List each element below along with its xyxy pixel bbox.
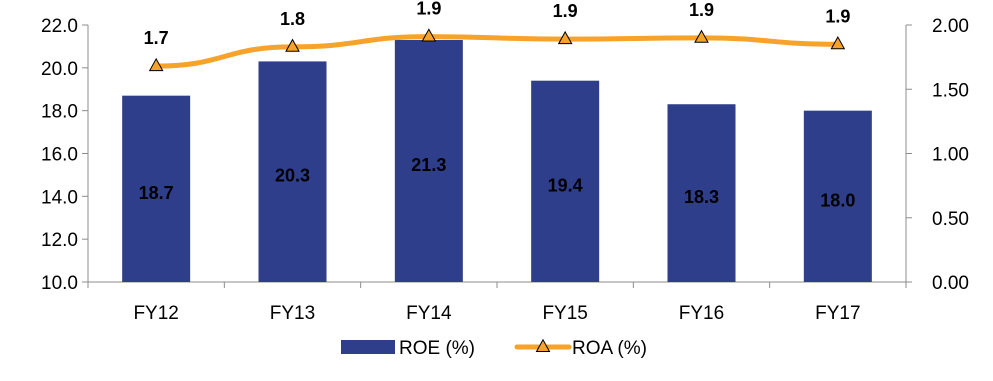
roe-data-label: 21.3 (411, 155, 446, 175)
right-tick-label: 2.00 (932, 16, 969, 37)
roa-data-label: 1.9 (689, 0, 714, 20)
left-tick-label: 16.0 (41, 145, 78, 166)
data-labels: 18.7 20.3 21.3 19.4 18.3 18.0 1.7 1.8 1.9 1.9 1.9 1… (139, 0, 856, 210)
left-tick-label: 18.0 (41, 102, 78, 123)
legend: ROE (%) ROA (%) (341, 338, 647, 359)
legend-marker-roa (535, 338, 551, 352)
legend-label-roa: ROA (%) (572, 338, 647, 359)
roe-data-label: 18.7 (139, 183, 174, 203)
roa-data-label: 1.8 (280, 9, 305, 29)
legend-label-roe: ROE (%) (399, 338, 475, 359)
left-tick-label: 12.0 (41, 230, 78, 251)
roa-marker (694, 29, 709, 43)
roe-bar (122, 95, 191, 282)
roe-data-label: 19.4 (548, 175, 583, 195)
left-tick-label: 14.0 (41, 187, 78, 208)
roe-data-label: 18.0 (820, 190, 855, 210)
right-tick-label: 1.50 (932, 80, 969, 101)
x-tick-label: FY16 (679, 303, 724, 324)
right-tick-label: 1.00 (932, 145, 969, 166)
left-tick-label: 20.0 (41, 59, 78, 80)
roe-bar (531, 80, 600, 282)
roa-marker (148, 57, 164, 72)
x-tick-label: FY13 (270, 303, 315, 324)
roe-bar (258, 61, 327, 283)
roa-marker (830, 35, 846, 50)
left-tick-label: 10.0 (41, 273, 78, 294)
roe-data-label: 20.3 (275, 166, 310, 186)
roe-bars (122, 39, 872, 283)
roe-bar (394, 39, 463, 282)
roa-line (153, 34, 841, 69)
x-tick-label: FY12 (133, 303, 178, 324)
roa-marker (285, 38, 300, 52)
roa-data-label: 1.7 (144, 28, 169, 48)
right-tick-label: 0.50 (932, 209, 969, 230)
x-tick-label: FY17 (815, 303, 860, 324)
roe-data-label: 18.3 (684, 187, 719, 207)
roa-marker (421, 28, 437, 42)
x-tick-label: FY15 (542, 303, 587, 324)
left-tick-label: 22.0 (41, 16, 78, 37)
roa-data-label: 1.9 (825, 6, 850, 26)
roe-bar (667, 104, 736, 282)
roa-data-label: 1.9 (553, 1, 578, 21)
legend-swatch-roe (341, 340, 395, 354)
right-tick-label: 0.00 (932, 273, 969, 294)
roa-data-label: 1.9 (416, 0, 441, 19)
x-tick-label: FY14 (406, 303, 452, 324)
roe-bar (803, 110, 872, 283)
axes: 10.0 12.0 14.0 16.0 18.0 20.0 22.0 0.00 0.50 1.00… (41, 16, 969, 324)
roa-marker (557, 30, 573, 45)
roa-line-series (148, 28, 846, 72)
